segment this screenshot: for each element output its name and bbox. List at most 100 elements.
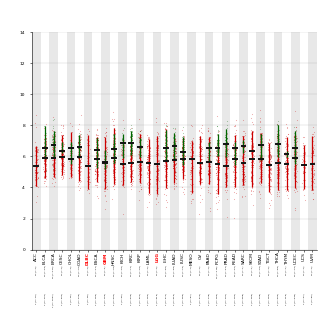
Point	[285, 126, 290, 131]
Point	[77, 139, 82, 144]
Point	[293, 167, 298, 172]
Point	[78, 150, 83, 155]
Point	[197, 170, 202, 175]
Point	[122, 167, 127, 172]
Point	[153, 174, 158, 180]
Point	[51, 169, 56, 174]
Point	[69, 124, 75, 129]
Point	[93, 144, 98, 149]
Point	[86, 167, 91, 172]
Point	[155, 133, 160, 139]
Point	[110, 143, 116, 148]
Point	[128, 163, 133, 168]
Point	[206, 171, 211, 176]
Point	[94, 146, 99, 151]
Point	[181, 156, 187, 161]
Point	[206, 162, 211, 167]
Point	[234, 146, 239, 151]
Point	[240, 147, 245, 152]
Point	[51, 148, 56, 153]
Point	[172, 152, 178, 157]
Point	[78, 160, 83, 165]
Point	[51, 159, 56, 164]
Point	[42, 156, 47, 162]
Point	[121, 164, 126, 169]
Point	[197, 152, 203, 157]
Point	[145, 167, 150, 172]
Point	[146, 155, 151, 160]
Point	[77, 133, 83, 138]
Point	[50, 156, 55, 161]
Point	[102, 160, 108, 165]
Point	[110, 168, 116, 173]
Point	[224, 150, 229, 156]
Point	[129, 147, 134, 152]
Point	[259, 144, 264, 149]
Point	[163, 145, 168, 150]
Point	[249, 142, 254, 148]
Point	[52, 140, 57, 145]
Point	[43, 133, 48, 138]
Point	[76, 140, 81, 145]
Point	[198, 165, 203, 171]
Point	[171, 163, 176, 168]
Text: T (n=520): T (n=520)	[113, 293, 115, 305]
Point	[102, 164, 108, 170]
Point	[197, 181, 203, 187]
Point	[233, 141, 238, 146]
Point	[112, 157, 117, 162]
Point	[34, 147, 39, 152]
Point	[103, 166, 108, 171]
Point	[130, 132, 135, 137]
Point	[155, 134, 160, 139]
Point	[154, 157, 159, 163]
Point	[258, 139, 263, 144]
Point	[112, 159, 117, 164]
Point	[223, 171, 228, 176]
Point	[102, 153, 107, 158]
Point	[128, 174, 133, 179]
Point	[103, 179, 108, 184]
Point	[197, 193, 203, 198]
Point	[69, 163, 74, 168]
Point	[249, 129, 254, 134]
Point	[78, 137, 83, 142]
Point	[51, 176, 56, 181]
Point	[310, 151, 316, 156]
Point	[275, 167, 280, 172]
Point	[214, 188, 219, 193]
Point	[112, 127, 117, 132]
Point	[76, 158, 81, 163]
Point	[145, 175, 150, 180]
Point	[139, 172, 144, 177]
Point	[164, 171, 170, 176]
Point	[241, 187, 246, 192]
Point	[128, 159, 133, 164]
Point	[153, 145, 158, 150]
Point	[50, 123, 55, 128]
Point	[43, 147, 48, 152]
Point	[223, 164, 228, 169]
Point	[293, 187, 298, 192]
Point	[113, 147, 118, 152]
Point	[189, 170, 194, 175]
Point	[128, 146, 133, 151]
Point	[310, 188, 316, 193]
Point	[225, 138, 230, 143]
Point	[216, 167, 221, 172]
Point	[103, 172, 108, 177]
Point	[283, 153, 288, 158]
Point	[180, 159, 185, 164]
Point	[111, 183, 116, 188]
Point	[268, 152, 273, 157]
Point	[173, 176, 178, 181]
Point	[119, 165, 124, 170]
Point	[51, 142, 56, 147]
Point	[267, 179, 272, 184]
Point	[215, 177, 220, 182]
Point	[42, 141, 47, 146]
Point	[292, 140, 297, 145]
Point	[276, 155, 281, 160]
Point	[51, 169, 56, 174]
Point	[293, 164, 298, 169]
